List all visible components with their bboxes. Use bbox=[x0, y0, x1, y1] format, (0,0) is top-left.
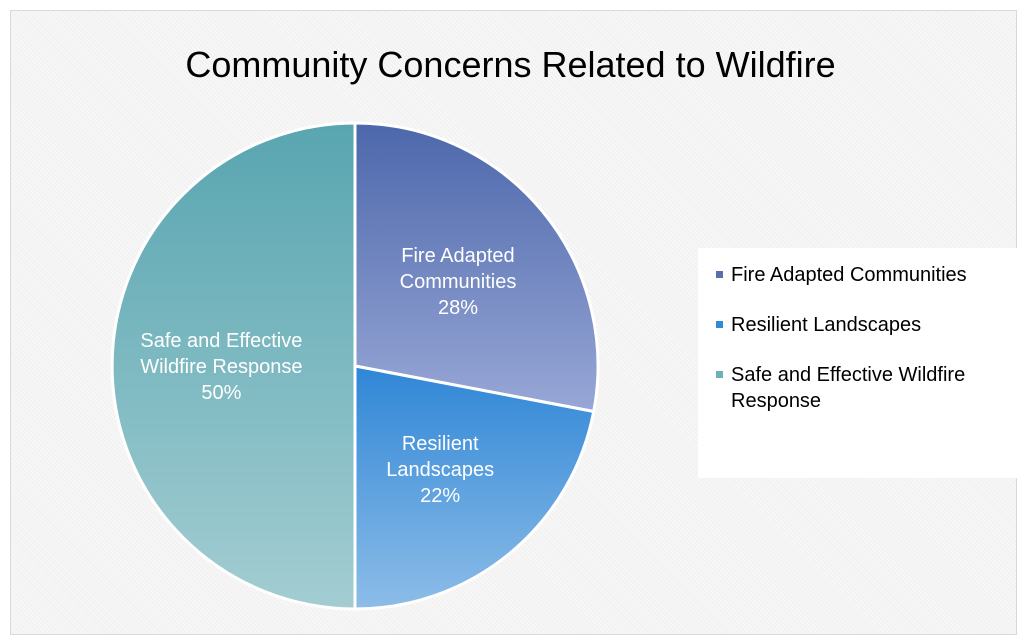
pie-slice-safe-and-effective-wildfire-response bbox=[110, 121, 357, 611]
pie-data-label: Resilient Landscapes 22% bbox=[386, 433, 494, 507]
pie-data-label: Fire Adapted Communities 28% bbox=[400, 245, 517, 319]
chart-title: Community Concerns Related to Wildfire bbox=[185, 44, 836, 85]
legend-item-resilient-landscapes: Resilient Landscapes bbox=[716, 312, 1010, 338]
pie-slices bbox=[110, 121, 600, 611]
pie-labels: Fire Adapted Communities 28% Resilient Lands… bbox=[140, 245, 516, 507]
legend-swatch bbox=[716, 371, 723, 378]
legend-label: Resilient Landscapes bbox=[731, 314, 922, 336]
pie-data-label: Safe and Effective Wildfire Response 50% bbox=[140, 330, 302, 404]
pie-slice-fire-adapted-communities bbox=[353, 121, 600, 414]
legend-label: Fire Adapted Communities bbox=[731, 264, 967, 286]
legend-swatch bbox=[716, 271, 723, 278]
legend-label: Safe and Effective Wildfire Response bbox=[731, 364, 966, 412]
legend: Fire Adapted Communities Resilient Lands… bbox=[698, 248, 1018, 478]
pie-slice-resilient-landscapes bbox=[353, 364, 596, 611]
legend-item-fire-adapted-communities: Fire Adapted Communities bbox=[716, 262, 1010, 288]
legend-swatch bbox=[716, 321, 723, 328]
legend-item-safe-and-effective-wildfire-response: Safe and Effective Wildfire Response bbox=[716, 362, 1010, 414]
